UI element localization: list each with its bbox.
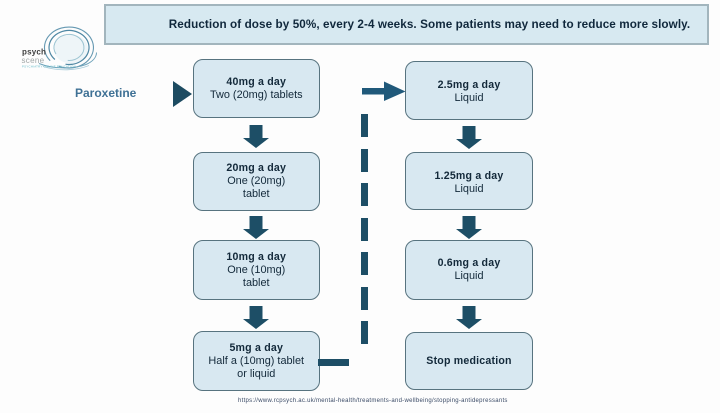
svg-text:PSYCHIATRY ONLINE EDUCATION: PSYCHIATRY ONLINE EDUCATION bbox=[22, 65, 76, 69]
svg-text:psych: psych bbox=[22, 48, 46, 57]
svg-text:scene: scene bbox=[22, 56, 45, 65]
